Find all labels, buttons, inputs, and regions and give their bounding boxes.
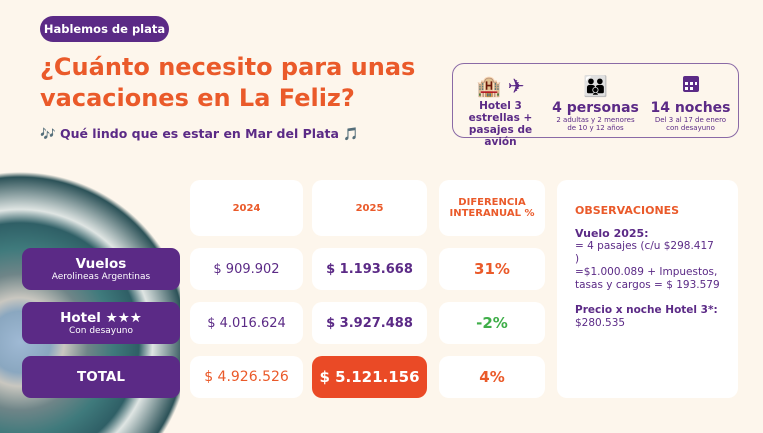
hotel-2025: $ 3.927.488 bbox=[312, 302, 427, 344]
calendar-icon bbox=[682, 72, 700, 100]
info-detail: 2 adultas y 2 menores bbox=[556, 116, 635, 124]
page-title: ¿Cuánto necesito para unas vacaciones en … bbox=[40, 52, 440, 114]
family-icon: 👪 bbox=[583, 74, 608, 98]
total-2024: $ 4.926.526 bbox=[190, 356, 303, 398]
subtitle-text: Qué lindo que es estar en Mar del Plata bbox=[59, 126, 339, 141]
info-detail: Del 3 al 17 de enero bbox=[654, 116, 727, 124]
music-note-icon: 🎵 bbox=[343, 126, 359, 141]
info-title: 14 noches bbox=[650, 100, 731, 116]
obs-hotel-value: $280.535 bbox=[575, 317, 626, 329]
info-hotel-flight: 🏨 ✈ Hotel 3 estrellas + pasajes de avión bbox=[453, 64, 548, 148]
info-text: pasajes de avión bbox=[468, 124, 533, 148]
trip-info-box: 🏨 ✈ Hotel 3 estrellas + pasajes de avión… bbox=[452, 63, 739, 148]
hotel-2024: $ 4.016.624 bbox=[190, 302, 303, 344]
obs-line: tasas y cargos = $ 193.579 bbox=[575, 279, 720, 291]
total-diff: 4% bbox=[439, 356, 545, 398]
hotel-icon: 🏨 bbox=[476, 74, 502, 98]
section-tag: Hablemos de plata bbox=[40, 16, 169, 42]
header-2024: 2024 bbox=[190, 180, 303, 236]
info-title: 4 personas bbox=[552, 100, 639, 116]
row-label: Hotel ★★★ bbox=[60, 309, 142, 326]
row-sublabel: Con desayuno bbox=[68, 325, 134, 336]
vuelos-2024: $ 909.902 bbox=[190, 248, 303, 290]
plane-icon: ✈ bbox=[507, 74, 525, 98]
observaciones-panel: OBSERVACIONES Vuelo 2025: = 4 pasajes (c… bbox=[557, 180, 738, 398]
music-notes-icon: 🎶 bbox=[40, 126, 56, 141]
info-text: Hotel 3 estrellas + bbox=[468, 100, 533, 124]
subtitle: 🎶 Qué lindo que es estar en Mar del Plat… bbox=[40, 126, 359, 142]
row-label: Vuelos bbox=[75, 255, 127, 272]
obs-hotel-title: Precio x noche Hotel 3*: bbox=[575, 304, 718, 316]
row-sublabel: Aerolineas Argentinas bbox=[51, 271, 151, 282]
hotel-diff: -2% bbox=[439, 302, 545, 344]
info-nights: 14 noches Del 3 al 17 de enero con desay… bbox=[643, 64, 738, 137]
title-line-2: vacaciones en La Feliz? bbox=[40, 84, 355, 112]
row-label-total: TOTAL bbox=[22, 356, 180, 398]
observaciones-title: OBSERVACIONES bbox=[575, 204, 680, 217]
row-label: TOTAL bbox=[77, 369, 125, 385]
obs-line: =$1.000.089 + Impuestos, bbox=[575, 266, 718, 278]
info-detail: con desayuno bbox=[666, 124, 715, 132]
info-detail: de 10 y 12 años bbox=[567, 124, 624, 132]
title-line-1: ¿Cuánto necesito para unas bbox=[40, 53, 416, 81]
obs-vuelo-title: Vuelo 2025: bbox=[575, 227, 649, 240]
vuelos-2025: $ 1.193.668 bbox=[312, 248, 427, 290]
header-2025: 2025 bbox=[312, 180, 427, 236]
obs-line: = 4 pasajes (c/u $298.417 ) bbox=[575, 240, 714, 265]
header-diferencia: DIFERENCIA INTERANUAL % bbox=[439, 180, 545, 236]
vuelos-diff: 31% bbox=[439, 248, 545, 290]
row-label-vuelos: Vuelos Aerolineas Argentinas bbox=[22, 248, 180, 290]
info-people: 👪 4 personas 2 adultas y 2 menores de 10… bbox=[548, 64, 643, 137]
total-2025: $ 5.121.156 bbox=[312, 356, 427, 398]
row-label-hotel: Hotel ★★★ Con desayuno bbox=[22, 302, 180, 344]
